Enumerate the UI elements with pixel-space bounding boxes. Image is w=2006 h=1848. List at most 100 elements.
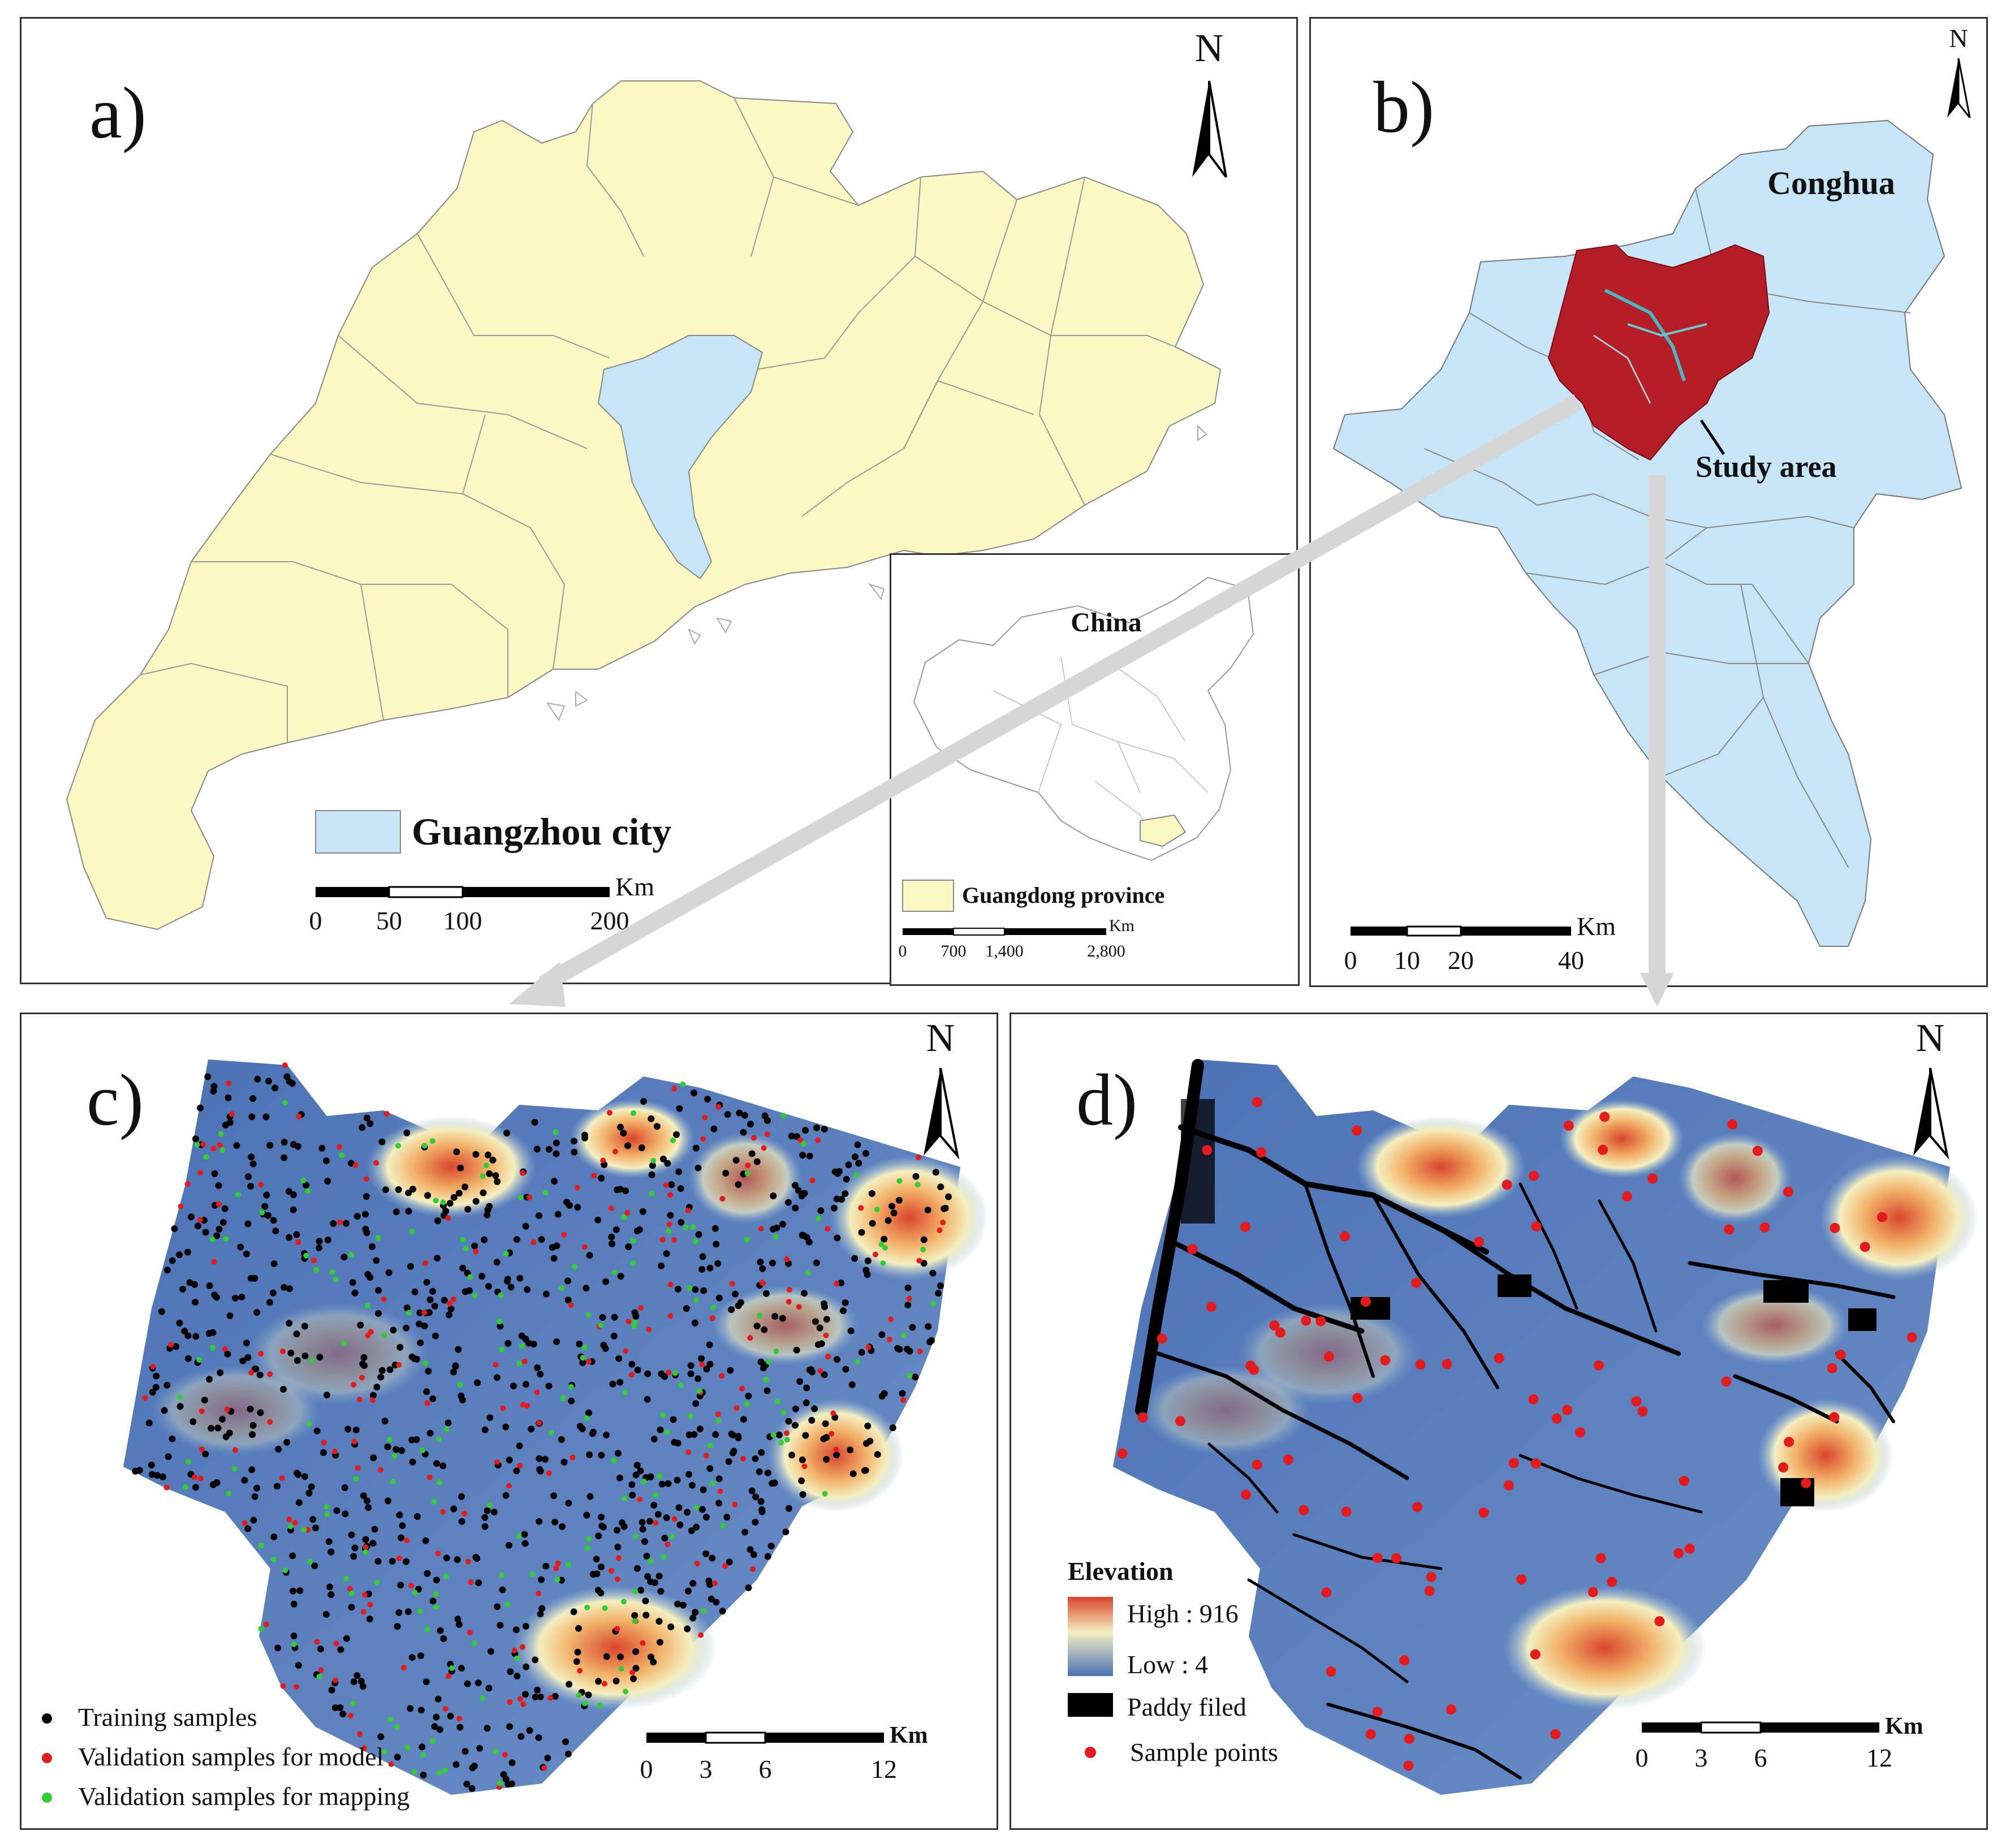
training-sample-point [244, 1220, 252, 1227]
validation-model-point [615, 1576, 620, 1582]
validation-mapping-point [598, 1322, 604, 1328]
training-sample-point [553, 1242, 560, 1250]
validation-mapping-point [632, 1588, 639, 1595]
training-sample-point [795, 1187, 802, 1194]
validation-mapping-point [576, 1692, 582, 1698]
training-sample-point [478, 1273, 486, 1280]
training-sample-point [294, 1357, 301, 1364]
training-sample-point [471, 1242, 478, 1250]
validation-model-point [404, 1537, 410, 1543]
training-sample-point [823, 1456, 830, 1463]
training-sample-point [632, 1471, 640, 1479]
training-sample-point [639, 1526, 646, 1533]
training-sample-point [763, 1387, 771, 1394]
panel-a-label: a) [89, 72, 146, 154]
training-sample-point [616, 1474, 623, 1481]
sample-points-legend-label: Sample points [1130, 1738, 1278, 1767]
training-sample-point [553, 1139, 560, 1147]
training-sample-point [764, 1553, 771, 1560]
training-sample-point [399, 1522, 406, 1530]
training-sample-point [251, 1493, 258, 1500]
training-sample-point [290, 1206, 297, 1213]
paddy-legend-label: Paddy filed [1127, 1692, 1246, 1721]
training-sample-point [249, 1160, 257, 1168]
training-sample-point [838, 1280, 845, 1286]
training-sample-point [678, 1218, 685, 1226]
validation-model-point [666, 1221, 672, 1227]
training-sample-point [381, 1418, 389, 1425]
training-sample-point [833, 1195, 840, 1203]
validation-mapping-point [363, 1549, 369, 1555]
training-sample-point [550, 1492, 558, 1500]
training-sample-point [522, 1691, 529, 1698]
validation-model-legend-dot [42, 1753, 52, 1763]
panel-a: a) N Guangzhou city Km 0 50 100 200 [20, 17, 1300, 986]
panel-c-label: c) [87, 1059, 144, 1141]
training-sample-point [411, 1288, 419, 1295]
training-sample-point [209, 1329, 217, 1336]
training-sample-point [186, 1279, 193, 1286]
svg-text:100: 100 [443, 906, 482, 935]
training-sample-point [586, 1493, 594, 1500]
training-sample-point [500, 1771, 507, 1778]
study-area-image [1547, 244, 1770, 461]
validation-model-point [916, 1257, 922, 1264]
training-sample-point [290, 1191, 297, 1199]
training-sample-point [769, 1480, 776, 1487]
training-sample-point [842, 1299, 849, 1306]
validation-mapping-point [339, 1152, 345, 1158]
training-sample-point [920, 1236, 927, 1243]
training-sample-point [513, 1236, 520, 1243]
training-sample-point [484, 1507, 491, 1514]
training-sample-point [935, 1290, 942, 1297]
training-sample-point [148, 1462, 155, 1468]
training-sample-point [633, 1462, 641, 1469]
training-sample-point [644, 1370, 652, 1377]
training-sample-point [756, 1468, 763, 1475]
validation-model-point [150, 1363, 156, 1369]
validation-model-point [197, 1217, 203, 1223]
training-sample-point [326, 1583, 333, 1591]
sample-point-legend-dot [1085, 1747, 1096, 1758]
validation-model-point [197, 1170, 204, 1176]
training-sample-point [506, 1723, 513, 1730]
validation-model-point [653, 1520, 659, 1526]
training-sample-point [504, 1278, 511, 1285]
training-sample-point [692, 1286, 699, 1293]
validation-model-point [760, 1280, 766, 1286]
training-sample-point [194, 1222, 201, 1230]
training-sample-point [583, 1285, 590, 1292]
training-sample-point [353, 1672, 361, 1679]
sample-point [1301, 1315, 1312, 1326]
validation-model-point [197, 1475, 204, 1481]
validation-model-point [825, 1354, 831, 1360]
training-sample-point [684, 1509, 691, 1516]
training-sample-point [188, 1213, 195, 1221]
training-sample-point [644, 1573, 652, 1580]
validation-model-point [293, 1684, 299, 1690]
validation-model-point [217, 1142, 223, 1148]
north-arrow-icon: N [926, 1016, 955, 1060]
north-arrow-d-left [1913, 1068, 1930, 1156]
training-sample-point [488, 1648, 495, 1655]
validation-model-point [858, 1205, 864, 1211]
coastal-islands [546, 424, 1207, 722]
training-sample-point [485, 1685, 493, 1692]
training-sample-point [542, 1562, 550, 1570]
training-sample-point [289, 1552, 296, 1560]
validation-mapping-point [720, 1523, 726, 1529]
sample-point [1352, 1393, 1363, 1403]
training-sample-point [685, 1431, 693, 1438]
validation-model-point [363, 1176, 369, 1182]
validation-mapping-point [471, 1640, 477, 1647]
validation-mapping-point [657, 1473, 663, 1479]
validation-model-point [666, 1369, 672, 1376]
training-sample-point [507, 1668, 514, 1675]
training-sample-point [341, 1484, 348, 1492]
training-sample-point [523, 1663, 530, 1670]
sample-point [1801, 1477, 1811, 1488]
validation-mapping-point [678, 1382, 684, 1388]
validation-mapping-point [805, 1270, 812, 1276]
validation-mapping-point [307, 1558, 313, 1565]
sample-point [1283, 1454, 1293, 1465]
